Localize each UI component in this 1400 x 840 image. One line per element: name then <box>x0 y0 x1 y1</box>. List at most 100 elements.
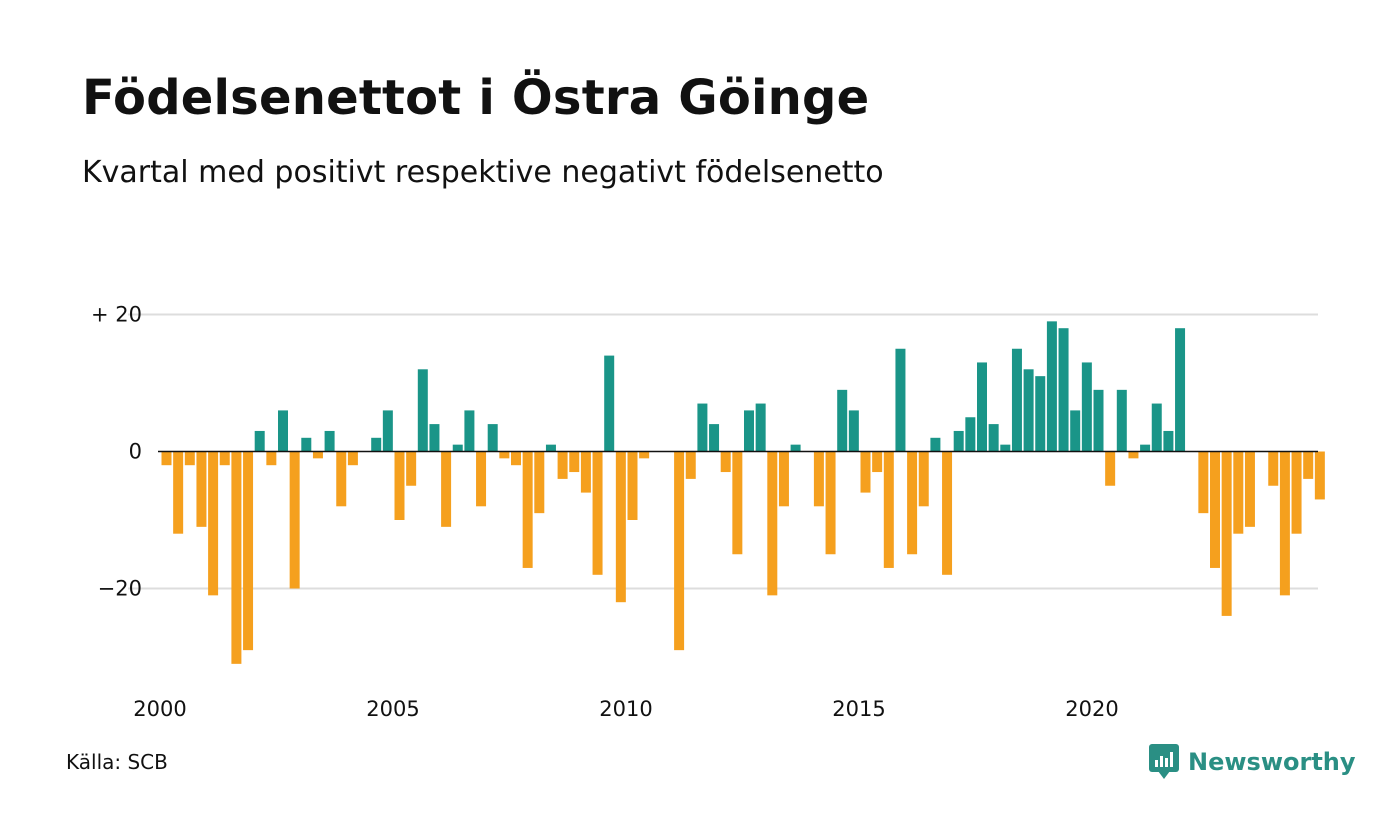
bar-negative <box>872 451 883 473</box>
y-tick-label: 0 <box>129 440 142 464</box>
x-tick-label: 2015 <box>832 697 885 721</box>
bar-positive <box>697 403 708 452</box>
bar-negative <box>184 451 195 466</box>
bar-positive <box>755 403 766 452</box>
bar-positive <box>254 430 265 452</box>
x-tick-label: 2020 <box>1065 697 1118 721</box>
bar-negative <box>942 451 953 575</box>
bar-positive <box>953 430 964 452</box>
bar-negative <box>1303 451 1314 479</box>
bar-negative <box>883 451 894 568</box>
bar-negative <box>406 451 417 486</box>
bar-negative <box>336 451 347 507</box>
bar-negative <box>243 451 254 651</box>
bar-positive <box>464 410 475 452</box>
bar-negative <box>173 451 184 534</box>
x-tick-label: 2005 <box>366 697 419 721</box>
bar-positive <box>930 437 941 452</box>
bar-negative <box>266 451 277 466</box>
bar-negative <box>1128 451 1139 459</box>
bar-positive <box>1000 444 1011 452</box>
bar-positive <box>1116 389 1127 452</box>
bar-negative <box>907 451 918 555</box>
bar-negative <box>615 451 626 603</box>
bar-negative <box>767 451 778 596</box>
bar-positive <box>965 417 976 452</box>
bar-negative <box>441 451 452 527</box>
bar-negative <box>918 451 929 507</box>
bar-positive <box>744 410 754 452</box>
bar-negative <box>534 451 545 514</box>
bar-negative <box>1221 451 1232 616</box>
bar-positive <box>452 444 463 452</box>
bar-negative <box>208 451 219 596</box>
bar-negative <box>522 451 533 568</box>
bar-positive <box>1011 348 1022 452</box>
bar-positive <box>1151 403 1162 452</box>
bar-positive <box>790 444 801 452</box>
bar-negative <box>732 451 743 555</box>
x-tick-label: 2010 <box>599 697 652 721</box>
bar-negative <box>1244 451 1255 527</box>
bar-negative <box>860 451 871 493</box>
bar-negative <box>557 451 568 479</box>
bar-positive <box>1163 430 1174 452</box>
brand-name: Newsworthy <box>1188 748 1356 776</box>
bar-positive <box>837 389 848 452</box>
bar-positive <box>1023 369 1034 452</box>
bar-positive <box>1046 321 1057 452</box>
bar-negative <box>347 451 358 466</box>
source-note: Källa: SCB <box>66 750 168 774</box>
bar-negative <box>476 451 487 507</box>
bar-positive <box>324 430 335 452</box>
y-tick-label: + 20 <box>91 303 142 327</box>
bar-positive <box>487 424 498 452</box>
chart-title: Födelsenettot i Östra Göinge <box>82 70 870 126</box>
bar-negative <box>592 451 603 575</box>
bar-positive <box>848 410 859 452</box>
bar-negative <box>569 451 580 473</box>
bar-positive <box>1093 389 1104 452</box>
bars <box>161 321 1325 664</box>
bar-negative <box>1268 451 1279 486</box>
bar-positive <box>1035 376 1046 452</box>
bar-positive <box>1070 410 1081 452</box>
bar-negative <box>499 451 510 459</box>
x-axis-labels: 2000 2005 2010 2015 2020 <box>133 697 1118 721</box>
bar-negative <box>312 451 323 459</box>
bar-negative <box>720 451 731 473</box>
bar-negative <box>219 451 230 466</box>
bar-positive <box>1058 328 1069 452</box>
bar-positive <box>301 437 312 452</box>
bar-negative <box>778 451 789 507</box>
bar-positive <box>278 410 288 452</box>
bar-negative <box>813 451 824 507</box>
bar-negative <box>1210 451 1220 568</box>
bar-positive <box>895 348 906 452</box>
bar-positive <box>1140 444 1151 452</box>
bar-negative <box>825 451 836 555</box>
bar-negative <box>1233 451 1244 534</box>
bar-negative <box>674 451 685 651</box>
bar-positive <box>1175 328 1186 452</box>
gridlines <box>128 313 1318 590</box>
bar-negative <box>1314 451 1325 500</box>
bar-negative <box>394 451 405 520</box>
brand-logo[interactable]: Newsworthy <box>1148 742 1356 782</box>
y-tick-label: −20 <box>98 577 142 601</box>
bar-positive <box>382 410 393 452</box>
bar-negative <box>1198 451 1209 514</box>
bar-negative <box>1291 451 1302 534</box>
bar-positive <box>604 355 615 452</box>
bar-positive <box>977 362 987 452</box>
bar-negative <box>289 451 300 589</box>
bar-negative <box>1105 451 1116 486</box>
bar-negative <box>580 451 591 493</box>
bar-negative <box>161 451 172 466</box>
bar-negative <box>511 451 521 466</box>
bar-negative <box>627 451 638 520</box>
bar-negative <box>685 451 696 479</box>
bar-positive <box>1081 362 1092 452</box>
bar-positive <box>545 444 556 452</box>
